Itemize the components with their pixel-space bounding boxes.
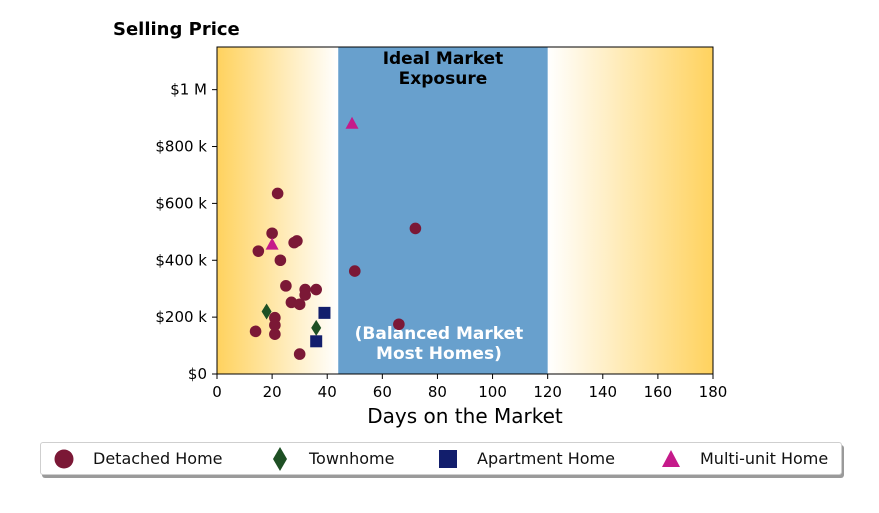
balanced-market-band — [338, 47, 548, 374]
y-tick-label: $200 k — [155, 308, 207, 326]
legend-item-multiunit: Multi-unit Home — [660, 443, 828, 474]
band-bottom-label: (Balanced Market — [355, 324, 524, 344]
square-marker-icon — [439, 449, 457, 468]
band-top-label: Ideal Market — [383, 49, 504, 69]
x-tick-label: 80 — [428, 383, 447, 401]
data-point — [249, 325, 262, 338]
data-point — [348, 265, 361, 277]
x-tick-label: 140 — [588, 383, 617, 401]
x-tick-label: 120 — [533, 383, 562, 401]
plot-frame — [216, 46, 714, 375]
x-tick-label: 160 — [644, 383, 673, 401]
x-tick-label: 20 — [263, 383, 282, 401]
plot-background — [217, 47, 713, 374]
data-point — [265, 237, 279, 250]
band-bottom-label: Most Homes) — [376, 344, 502, 364]
legend-label: Detached Home — [93, 449, 223, 468]
triangle-marker-icon — [662, 449, 680, 467]
data-point — [293, 298, 306, 311]
x-axis-label: Days on the Market — [367, 404, 563, 428]
x-tick-label: 0 — [212, 383, 222, 401]
y-tick-label: $0 — [188, 365, 207, 383]
chart-title: Selling Price — [113, 19, 240, 40]
data-point — [393, 318, 405, 331]
y-tick-label: $800 k — [155, 138, 207, 156]
legend-label: Multi-unit Home — [700, 449, 829, 468]
data-point — [409, 222, 422, 235]
data-point — [318, 306, 331, 319]
chart-legend: Detached Home Townhome Apartment Home Mu… — [40, 442, 842, 475]
data-points — [249, 116, 422, 360]
data-point — [299, 289, 311, 301]
data-point — [293, 348, 306, 360]
y-tick-label: $400 k — [155, 251, 207, 269]
data-point — [310, 283, 323, 296]
band-top-label: Exposure — [399, 69, 488, 89]
data-point — [266, 227, 278, 240]
y-tick-label: $600 k — [155, 194, 207, 212]
x-tick-label: 180 — [699, 383, 728, 401]
data-point — [271, 187, 284, 200]
data-point — [261, 303, 272, 320]
y-tick-label: $1 M — [170, 81, 207, 99]
data-point — [288, 236, 300, 249]
circle-marker-icon — [54, 449, 74, 468]
diamond-marker-icon — [273, 446, 287, 471]
x-tick-label: 40 — [318, 383, 337, 401]
legend-item-townhome: Townhome — [269, 443, 394, 474]
data-point — [310, 335, 323, 348]
legend-item-apartment: Apartment Home — [437, 443, 615, 474]
data-point — [280, 280, 292, 292]
data-point — [269, 319, 281, 331]
legend-label: Apartment Home — [477, 449, 615, 468]
legend-item-detached: Detached Home — [53, 443, 223, 474]
x-tick-label: 60 — [373, 383, 392, 401]
data-point — [274, 254, 287, 267]
data-point — [345, 116, 359, 129]
gradient-right — [547, 47, 713, 374]
x-tick-label: 100 — [478, 383, 507, 401]
data-point — [252, 245, 265, 257]
legend-label: Townhome — [309, 449, 395, 468]
data-point — [311, 319, 322, 336]
data-point — [269, 328, 281, 340]
axes: 0 20 40 60 80 100 120 140 160 180 $0 $200 k $400 k $6… — [155, 46, 728, 401]
